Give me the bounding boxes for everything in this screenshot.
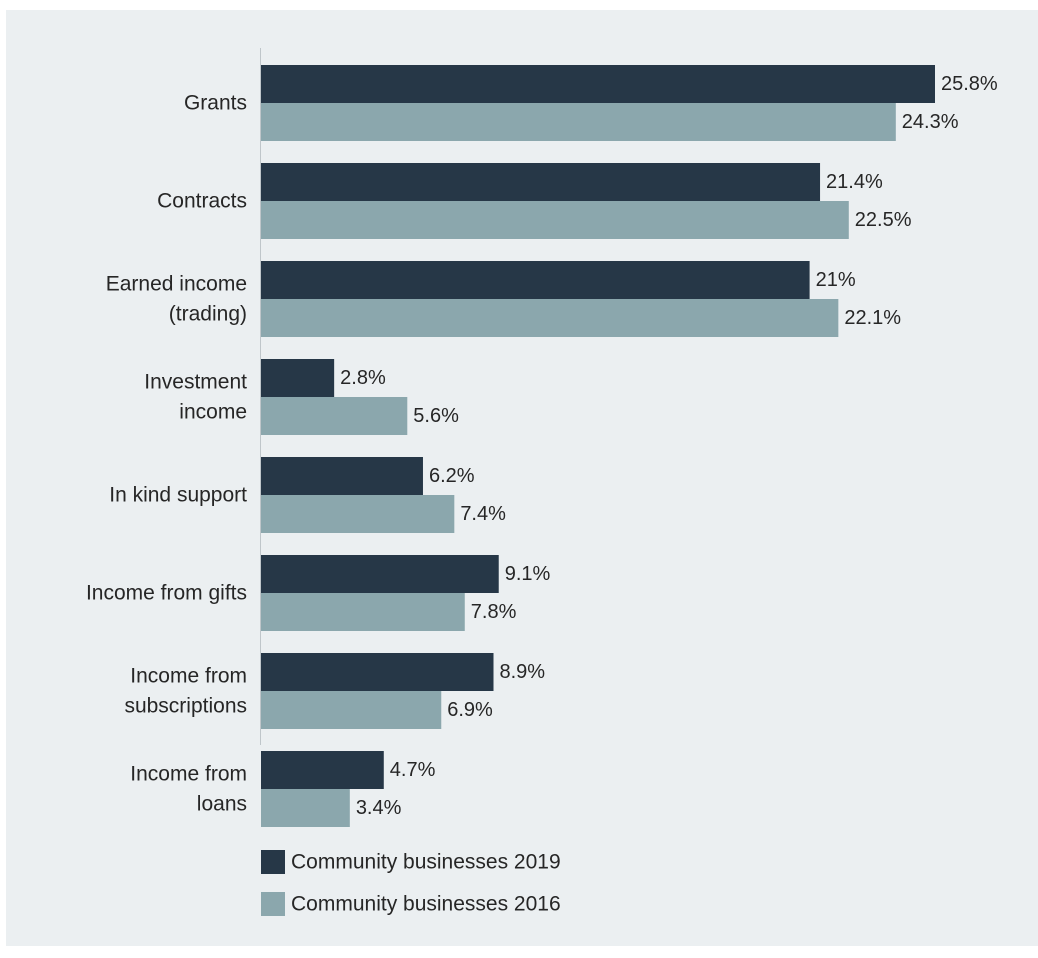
bar-2019-4 — [261, 457, 423, 495]
bar-2019-1 — [261, 163, 821, 201]
bar-2019-6 — [261, 653, 494, 691]
value-label-2016-7: 3.4% — [356, 797, 402, 819]
value-label-2016-5: 7.8% — [471, 601, 517, 623]
category-label-0: Grants — [184, 92, 247, 115]
bar-2016-2 — [261, 299, 839, 337]
value-label-2016-4: 7.4% — [460, 503, 506, 525]
value-label-2019-7: 4.7% — [390, 759, 436, 781]
category-label-5: Income from gifts — [86, 582, 247, 605]
bar-2019-7 — [261, 751, 384, 789]
bar-2016-3 — [261, 397, 408, 435]
bar-2019-2 — [261, 261, 810, 299]
legend-swatch-2016 — [261, 892, 285, 916]
legend-label-2019: Community businesses 2019 — [291, 851, 561, 874]
category-label-7-line-0: Income from — [130, 763, 247, 786]
category-label-2-line-1: (trading) — [169, 303, 247, 326]
category-label-3-line-1: income — [179, 401, 247, 424]
bar-2016-0 — [261, 103, 896, 141]
bar-2016-6 — [261, 691, 442, 729]
bar-2019-0 — [261, 65, 935, 103]
value-label-2019-0: 25.8% — [941, 73, 998, 95]
value-label-2019-3: 2.8% — [340, 367, 386, 389]
bars-group — [261, 65, 935, 827]
bar-2016-1 — [261, 201, 849, 239]
category-labels: Grants Contracts Earned income (trading) Inv… — [86, 92, 247, 816]
category-label-4: In kind support — [109, 484, 247, 507]
bar-2019-5 — [261, 555, 499, 593]
bar-2016-7 — [261, 789, 350, 827]
legend: Community businesses 2019 Community busin… — [261, 850, 561, 916]
bar-2019-3 — [261, 359, 335, 397]
category-label-3-line-0: Investment — [144, 371, 247, 394]
category-label-7-line-1: loans — [197, 793, 247, 816]
bar-2016-5 — [261, 593, 465, 631]
value-label-2019-5: 9.1% — [505, 563, 551, 585]
legend-swatch-2019 — [261, 850, 285, 874]
value-label-2019-1: 21.4% — [826, 171, 883, 193]
category-label-6-line-1: subscriptions — [124, 695, 247, 718]
bar-2016-4 — [261, 495, 455, 533]
value-label-2016-3: 5.6% — [413, 405, 459, 427]
category-label-2-line-0: Earned income — [106, 273, 247, 296]
value-label-2019-6: 8.9% — [500, 661, 546, 683]
value-label-2019-4: 6.2% — [429, 465, 475, 487]
value-label-2016-2: 22.1% — [844, 307, 901, 329]
value-label-2016-6: 6.9% — [447, 699, 493, 721]
value-labels: 25.8% 24.3% 21.4% 22.5% 21% 22.1% 2.8% 5.6% 6.2%… — [340, 73, 998, 819]
value-label-2019-2: 21% — [816, 269, 856, 291]
category-label-1: Contracts — [157, 190, 247, 213]
legend-label-2016: Community businesses 2016 — [291, 893, 561, 916]
value-label-2016-1: 22.5% — [855, 209, 912, 231]
value-label-2016-0: 24.3% — [902, 111, 959, 133]
category-label-6-line-0: Income from — [130, 665, 247, 688]
